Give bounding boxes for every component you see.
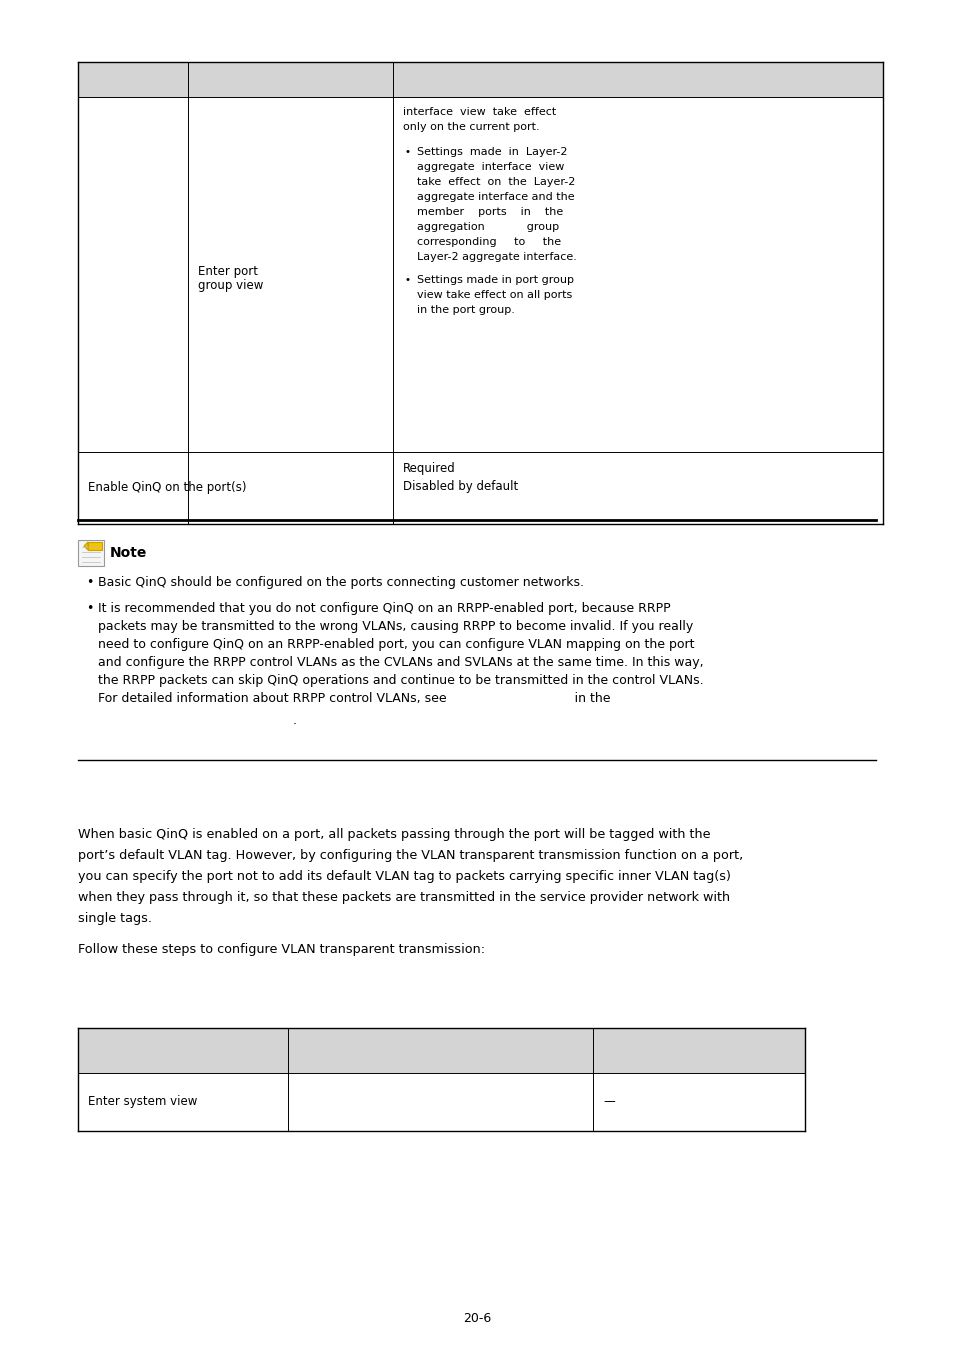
Text: and configure the RRPP control VLANs as the CVLANs and SVLANs at the same time. : and configure the RRPP control VLANs as …	[98, 656, 703, 670]
Text: port’s default VLAN tag. However, by configuring the VLAN transparent transmissi: port’s default VLAN tag. However, by con…	[78, 849, 742, 863]
Text: •: •	[86, 576, 93, 589]
Bar	[78, 97, 882, 452]
Text: the RRPP packets can skip QinQ operations and continue to be transmitted in the : the RRPP packets can skip QinQ operation…	[98, 674, 703, 687]
Polygon shape	[88, 541, 102, 549]
Text: .: .	[293, 714, 296, 728]
Text: only on the current port.: only on the current port.	[402, 122, 539, 132]
Text: need to configure QinQ on an RRPP-enabled port, you can configure VLAN mapping o: need to configure QinQ on an RRPP-enable…	[98, 639, 694, 651]
Text: corresponding     to     the: corresponding to the	[416, 238, 560, 247]
Text: group view: group view	[198, 279, 263, 293]
Text: It is recommended that you do not configure QinQ on an RRPP-enabled port, becaus: It is recommended that you do not config…	[98, 602, 670, 616]
Text: member    ports    in    the: member ports in the	[416, 207, 562, 217]
Text: Disabled by default: Disabled by default	[402, 481, 517, 493]
Text: For detailed information about RRPP control VLANs, see                          : For detailed information about RRPP cont…	[98, 693, 610, 705]
Text: —: —	[602, 1095, 614, 1108]
Polygon shape	[84, 541, 88, 549]
Text: interface  view  take  effect: interface view take effect	[402, 107, 556, 117]
Text: Follow these steps to configure VLAN transparent transmission:: Follow these steps to configure VLAN tra…	[78, 944, 485, 956]
Text: Enter system view: Enter system view	[88, 1095, 197, 1108]
Text: 20-6: 20-6	[462, 1311, 491, 1324]
Text: Basic QinQ should be configured on the ports connecting customer networks.: Basic QinQ should be configured on the p…	[98, 576, 583, 589]
Text: Required: Required	[402, 462, 456, 475]
Text: Enter port: Enter port	[198, 266, 257, 278]
Text: single tags.: single tags.	[78, 913, 152, 925]
Text: aggregate  interface  view: aggregate interface view	[416, 162, 564, 171]
Text: When basic QinQ is enabled on a port, all packets passing through the port will : When basic QinQ is enabled on a port, al…	[78, 828, 710, 841]
Text: Note: Note	[110, 545, 147, 560]
Text: Layer-2 aggregate interface.: Layer-2 aggregate interface.	[416, 252, 577, 262]
Text: aggregate interface and the: aggregate interface and the	[416, 192, 574, 202]
Text: aggregation            group: aggregation group	[416, 221, 558, 232]
Bar	[78, 1073, 804, 1131]
Text: •: •	[86, 602, 93, 616]
Text: •: •	[405, 275, 411, 285]
Text: Enable QinQ on the port(s): Enable QinQ on the port(s)	[88, 482, 246, 494]
Text: Settings  made  in  Layer-2: Settings made in Layer-2	[416, 147, 567, 157]
Text: •: •	[405, 147, 411, 157]
Text: in the port group.: in the port group.	[416, 305, 515, 315]
Bar	[78, 540, 104, 566]
Text: packets may be transmitted to the wrong VLANs, causing RRPP to become invalid. I: packets may be transmitted to the wrong …	[98, 620, 693, 633]
Bar	[78, 1027, 804, 1073]
Text: when they pass through it, so that these packets are transmitted in the service : when they pass through it, so that these…	[78, 891, 729, 904]
Text: take  effect  on  the  Layer-2: take effect on the Layer-2	[416, 177, 575, 188]
Text: Settings made in port group: Settings made in port group	[416, 275, 574, 285]
Bar	[78, 452, 882, 524]
Bar	[78, 62, 882, 97]
Text: you can specify the port not to add its default VLAN tag to packets carrying spe: you can specify the port not to add its …	[78, 869, 730, 883]
Text: view take effect on all ports: view take effect on all ports	[416, 290, 572, 300]
